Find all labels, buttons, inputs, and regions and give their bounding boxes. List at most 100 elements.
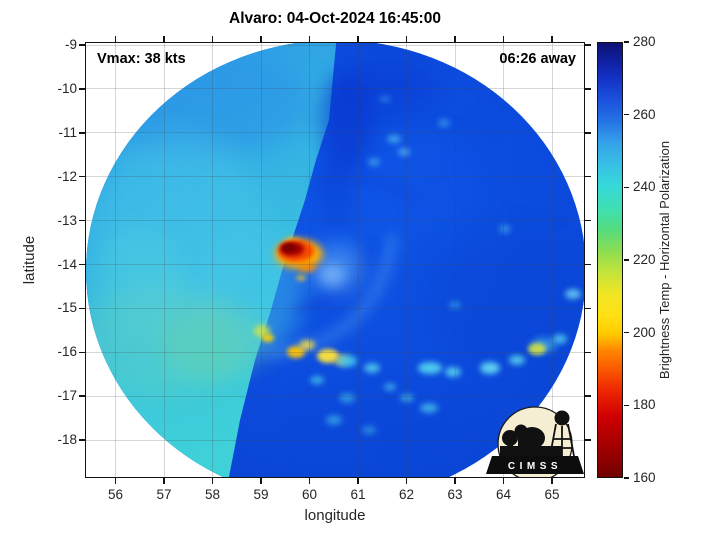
y-tick-mark [79, 351, 85, 354]
grid-line-horizontal [85, 351, 585, 353]
y-tick-mark [79, 175, 85, 178]
satellite-swath-image [86, 42, 585, 478]
colorbar-tick-label: 200 [633, 324, 656, 340]
x-tick-mark-top [163, 36, 165, 42]
y-tick-mark-right [585, 263, 591, 266]
colorbar-tick-label: 220 [633, 252, 656, 267]
x-tick-label: 58 [204, 487, 221, 502]
rainband-cells [254, 325, 567, 434]
y-tick-label: -11 [58, 124, 77, 140]
plot-area: CIMSS Vmax: 38 kts 06:26 away [85, 42, 585, 478]
grid-line-vertical [163, 42, 165, 478]
x-tick-mark-top [357, 36, 359, 42]
x-tick-mark [405, 478, 408, 484]
west-swath-segment [86, 42, 337, 478]
x-tick-label: 59 [253, 487, 269, 502]
y-tick-label: -16 [57, 344, 77, 360]
water-tower-icon [549, 423, 575, 457]
grid-line-horizontal [85, 132, 585, 134]
colorbar [597, 42, 623, 478]
y-tick-mark [79, 219, 85, 222]
y-tick-label: -13 [57, 212, 77, 228]
colorbar-tick-mark [624, 113, 629, 116]
y-tick-mark-right [585, 395, 591, 397]
x-tick-mark-top [405, 36, 408, 42]
x-tick-mark-top [211, 36, 214, 42]
y-tick-mark-right [585, 307, 591, 310]
colorbar-tick-mark [624, 404, 629, 407]
y-tick-mark [79, 132, 85, 134]
cimss-logo: CIMSS [486, 406, 584, 478]
logo-banner [486, 456, 584, 474]
colorbar-tick-mark [624, 259, 629, 261]
y-tick-mark [79, 88, 85, 90]
colorbar-tick-label: 180 [633, 397, 656, 413]
grid-line-horizontal [85, 88, 585, 90]
x-tick-label: 63 [447, 487, 463, 502]
y-tick-mark-right [585, 132, 591, 134]
grid-line-vertical [115, 42, 116, 478]
grid-line-vertical [212, 42, 213, 478]
y-tick-mark-right [585, 88, 591, 90]
y-tick-label: -9 [64, 37, 77, 52]
x-tick-mark-top [260, 36, 262, 42]
y-tick-label: -10 [57, 80, 77, 96]
x-tick-label: 62 [398, 487, 415, 502]
x-tick-mark [357, 478, 359, 484]
satellite-dishes-icon [500, 424, 562, 457]
colorbar-tick-mark [624, 331, 629, 334]
x-axis-label: longitude [304, 507, 366, 524]
y-tick-mark [79, 44, 85, 46]
colorbar-tick-label: 160 [633, 470, 656, 485]
grid-line-horizontal [85, 439, 585, 441]
y-tick-mark-right [585, 175, 591, 178]
y-tick-mark [79, 439, 85, 441]
colorbar-tick-label: 260 [633, 106, 656, 122]
plot-frame [85, 42, 585, 478]
y-tick-label: -14 [57, 256, 77, 272]
grid-line-vertical [454, 42, 456, 478]
y-tick-mark [79, 395, 85, 397]
y-tick-label: -17 [57, 388, 77, 404]
y-tick-mark-right [585, 44, 591, 46]
y-tick-label: -15 [57, 300, 77, 316]
grid-line-vertical [503, 42, 504, 478]
colorbar-tick-label: 280 [633, 34, 656, 49]
x-tick-label: 65 [544, 487, 560, 502]
y-tick-label: -12 [57, 168, 77, 184]
y-tick-label: -18 [57, 432, 77, 448]
x-tick-label: 61 [350, 487, 366, 502]
x-tick-mark-top [551, 36, 553, 42]
grid-line-horizontal [85, 176, 585, 178]
x-tick-mark [211, 478, 214, 484]
x-tick-mark-top [454, 36, 456, 42]
grid-line-horizontal [85, 44, 585, 46]
grid-line-vertical [406, 42, 407, 478]
colorbar-tick-label: 240 [633, 179, 656, 195]
time-away-annotation: 06:26 away [499, 51, 576, 67]
water-tower-tank [554, 410, 570, 426]
x-tick-mark [454, 478, 456, 484]
colorbar-tick-mark [624, 186, 629, 189]
x-tick-mark-top [114, 36, 117, 42]
vmax-annotation: Vmax: 38 kts [97, 51, 186, 67]
grid-line-vertical [309, 42, 310, 478]
colorbar-tick-mark [624, 477, 629, 479]
convective-core [275, 238, 323, 281]
grid-line-vertical [260, 42, 262, 478]
x-tick-mark [551, 478, 553, 484]
plot-title: Alvaro: 04-Oct-2024 16:45:00 [229, 10, 441, 27]
grid-line-vertical [551, 42, 553, 478]
y-tick-mark-right [585, 351, 591, 354]
grid-lines [85, 42, 585, 478]
cyan-speckles [368, 96, 581, 309]
x-tick-mark [260, 478, 262, 484]
x-tick-label: 57 [156, 487, 172, 502]
x-tick-mark [308, 478, 311, 484]
y-tick-mark-right [585, 439, 591, 441]
x-tick-label: 60 [301, 487, 318, 502]
logo-caption: CIMSS [508, 461, 562, 472]
x-tick-mark [114, 478, 117, 484]
x-tick-mark-top [308, 36, 311, 42]
